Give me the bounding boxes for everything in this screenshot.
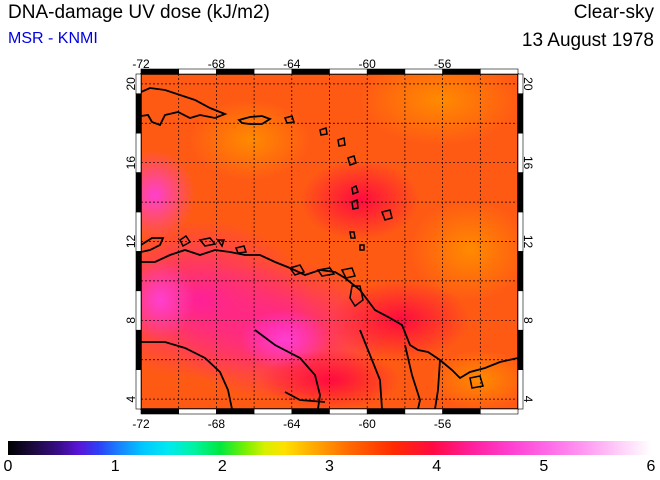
frame-segment <box>135 93 142 134</box>
lon-label-top: -56 <box>434 57 452 71</box>
lon-label-bottom: -64 <box>283 417 301 431</box>
islands <box>179 115 484 389</box>
frame-segment <box>291 408 330 415</box>
frame-segment <box>216 408 255 415</box>
lat-label-left: 8 <box>124 317 138 324</box>
frame-segment <box>517 93 524 134</box>
frame-segment <box>517 290 524 331</box>
frame-segment <box>442 408 481 415</box>
frame-segment <box>517 369 524 410</box>
lat-label-right: 20 <box>521 77 535 91</box>
colorbar-tick-label: 3 <box>325 458 334 475</box>
uv-dose-field <box>141 74 518 409</box>
colorbar-tick-label: 1 <box>110 458 120 475</box>
frame-segment <box>253 408 293 415</box>
lat-label-left: 16 <box>124 156 138 170</box>
lon-label-bottom: -72 <box>132 417 150 431</box>
lon-label-bottom: -68 <box>208 417 226 431</box>
lon-label-top: -68 <box>208 57 226 71</box>
lat-label-right: 8 <box>521 317 535 324</box>
lat-label-left: 12 <box>124 235 138 249</box>
frame-segment <box>479 408 519 415</box>
lon-label-top: -72 <box>132 57 150 71</box>
latitude-tick-labels: 4 4 8 8 12 12 16 16 20 20 <box>124 77 535 403</box>
date-label: 13 August 1978 <box>521 30 654 51</box>
lat-label-right: 12 <box>521 235 535 249</box>
lat-label-left: 4 <box>124 395 138 402</box>
frame-segment <box>517 172 524 213</box>
frame-segment <box>135 329 142 370</box>
frame-segment <box>517 73 524 95</box>
colorbar-tick-label: 4 <box>432 458 442 475</box>
lat-label-left: 20 <box>124 77 138 91</box>
map-title: DNA-damage UV dose (kJ/m2) <box>8 2 270 23</box>
uv-dose-map: -72 -72 -68 -68 -64 -64 -60 -60 -56 -56 4 4 8 8 12 12 1… <box>124 57 535 431</box>
lat-label-right: 16 <box>521 156 535 170</box>
frame-segment <box>404 408 443 415</box>
sky-condition-label: Clear-sky <box>573 2 654 23</box>
frame-segment <box>366 408 406 415</box>
lat-label-right: 4 <box>521 396 535 403</box>
frame-segment <box>329 408 368 415</box>
frame-segment <box>517 329 524 370</box>
lon-label-top: -64 <box>283 57 301 71</box>
frame-segment <box>140 408 180 415</box>
longitude-tick-labels: -72 -72 -68 -68 -64 -64 -60 -60 -56 -56 <box>132 57 451 431</box>
data-source-label: MSR - KNMI <box>8 30 98 47</box>
lon-label-top: -60 <box>359 57 377 71</box>
coastlines <box>141 87 518 409</box>
colorbar-tick-label: 5 <box>539 458 549 475</box>
lon-label-bottom: -56 <box>434 417 452 431</box>
frame-segment <box>517 251 524 292</box>
frame-segment <box>135 172 142 213</box>
frame-segment <box>135 73 142 95</box>
frame-segment <box>479 68 519 75</box>
colorbar-tick-label: 2 <box>217 458 227 475</box>
frame-segment <box>135 251 142 292</box>
frame-ticks <box>135 68 524 415</box>
colorbar <box>8 441 651 455</box>
lon-label-bottom: -60 <box>359 417 377 431</box>
colorbar-tick-label: 0 <box>3 458 13 475</box>
frame-segment <box>178 408 217 415</box>
graticule <box>141 74 518 409</box>
colorbar-tick-label: 6 <box>646 458 656 475</box>
